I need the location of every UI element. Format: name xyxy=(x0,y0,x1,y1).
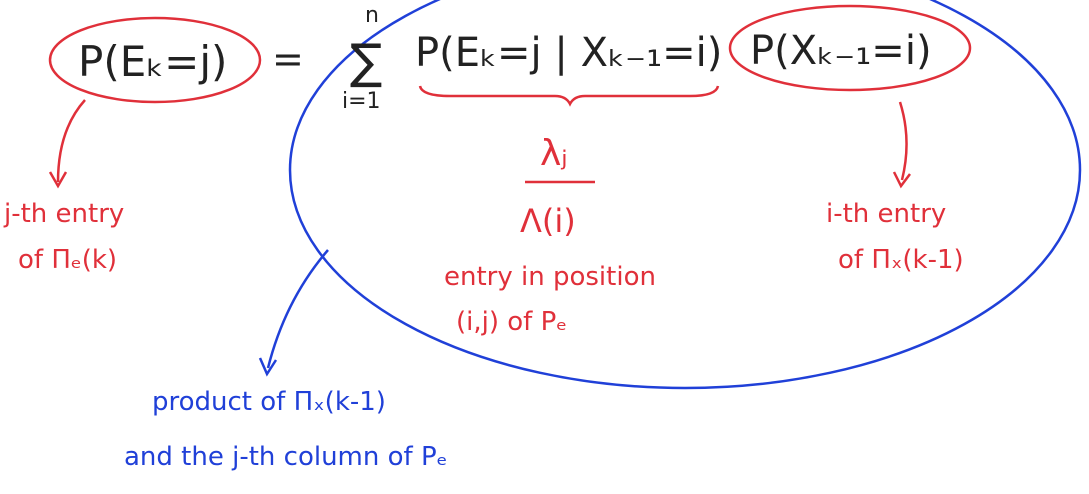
sum-upper-limit: n xyxy=(365,3,379,28)
right-label-line1: i-th entry xyxy=(826,199,946,229)
sum-symbol: ∑ xyxy=(350,34,382,90)
product-label-line2: and the j-th column of Pₑ xyxy=(124,442,447,472)
left-arrow xyxy=(56,99,86,183)
entry-position-line2: (i,j) of Pₑ xyxy=(456,307,567,337)
right-arrowhead xyxy=(892,171,911,189)
blue-arrowhead xyxy=(258,357,278,377)
lambda-denominator: Λ(i) xyxy=(520,202,576,240)
right-arrow xyxy=(898,101,908,181)
product-label-line1: product of Πₓ(k-1) xyxy=(152,387,386,417)
sum-ellipse xyxy=(288,0,1082,390)
entry-position-line1: entry in position xyxy=(444,262,656,292)
lhs-ellipse xyxy=(48,16,262,104)
left-arrowhead xyxy=(48,171,68,189)
underbrace xyxy=(418,85,720,107)
prior-term: P(Xₖ₋₁=i) xyxy=(750,28,932,74)
blue-arrow xyxy=(266,249,329,369)
sum-lower-limit: i=1 xyxy=(342,89,381,114)
lambda-numerator: λⱼ xyxy=(540,133,568,174)
conditional-term: P(Eₖ=j | Xₖ₋₁=i) xyxy=(415,30,722,76)
equals-sign: = xyxy=(272,37,304,81)
lhs-term: P(Eₖ=j) xyxy=(78,37,227,86)
left-label-line2: of Πₑ(k) xyxy=(18,245,117,275)
left-label-line1: j-th entry xyxy=(3,199,124,229)
right-label-line2: of Πₓ(k-1) xyxy=(838,245,964,275)
prior-ellipse xyxy=(728,4,972,92)
